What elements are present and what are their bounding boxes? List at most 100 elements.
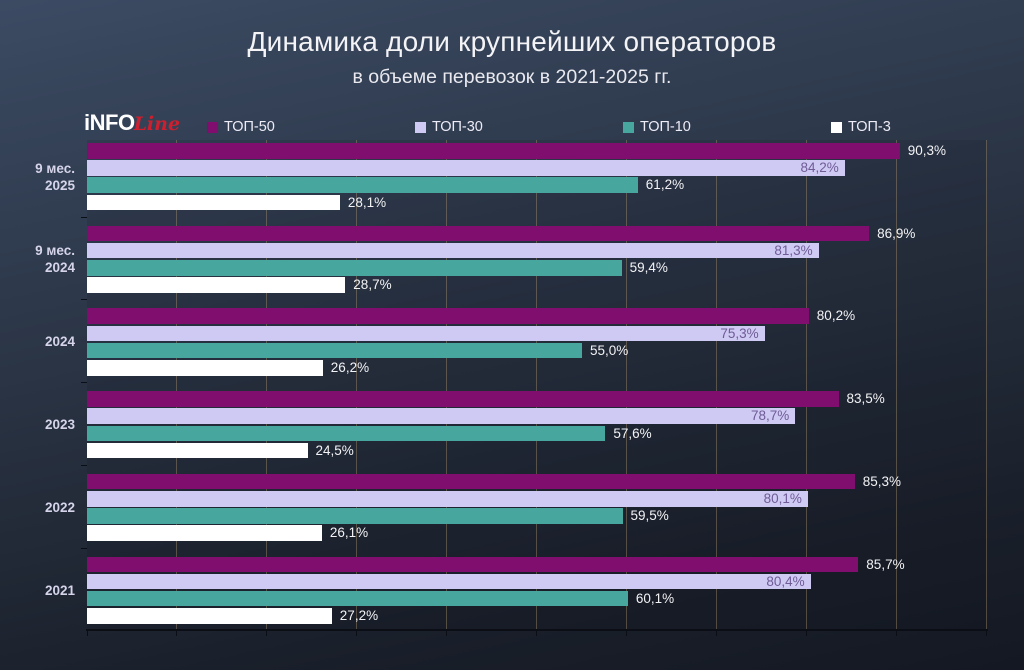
bar-value-label: 80,1% [763,491,802,506]
bar-value-label: 80,4% [766,573,805,589]
gridline-10 [176,140,177,630]
bar-value-label: 90,3% [907,143,946,158]
bar-ТОП-50-9 мес. 2025 [87,143,900,159]
gridline-30 [356,140,357,630]
legend-marker-top30-icon [415,121,426,133]
gridline-20 [266,140,267,630]
y-axis-tick [81,548,87,549]
bar-ТОП-3-2023 [87,442,308,459]
bar-value-label: 26,1% [329,525,369,541]
x-axis-tick [806,631,807,636]
legend-item-top50: ТОП-50 [207,119,275,135]
bar-ТОП-10-2023 [87,425,606,441]
bar-ТОП-3-2022 [87,525,322,541]
bar-ТОП-3-2021 [87,608,332,624]
bar-ТОП-10-2021 [87,590,628,607]
gridline-90 [896,140,897,630]
chart-subtitle: в объеме перевозок в 2021-2025 гг. [352,66,672,88]
legend-item-top3: ТОП-3 [831,119,891,135]
logo-text-info: iNFO [84,110,135,135]
legend-label-top3: ТОП-3 [848,119,891,135]
x-axis-tick [896,631,897,636]
legend-item-top30: ТОП-30 [415,119,483,135]
infoline-logo: iNFOLine [84,110,180,136]
bar-value-label: 26,2% [330,360,370,375]
x-axis-tick [356,631,357,636]
bar-ТОП-50-2024 [87,308,809,324]
x-axis-tick [266,631,267,636]
bar-value-label: 83,5% [846,391,885,407]
bar-value-label: 57,6% [613,425,652,441]
gridline-100 [986,140,987,630]
y-axis-tick [81,217,87,218]
bar-ТОП-10-9 мес. 2025 [87,177,638,193]
plot-area: 90,3% 84,2% 61,2% 28,1% 86,9% 81,3% 59,4% 28,7%… [81,140,988,636]
gridline-40 [446,140,447,630]
bar-value-label: 75,3% [720,325,759,341]
y-axis-tick [81,465,87,466]
bar-value-label: 55,0% [590,342,629,358]
bar-ТОП-30-9 мес. 2025 [87,160,845,176]
category-label-9 мес. 2024: 9 мес. 2024 [35,243,75,275]
bar-ТОП-30-2024 [87,325,765,342]
bar-value-label: 27,2% [339,608,379,624]
bar-ТОП-50-2021 [87,556,859,572]
gridline-60 [626,140,627,630]
legend-marker-top10-icon [623,121,634,133]
gridline-70 [716,140,717,630]
bar-value-label: 59,5% [630,508,669,524]
bar-value-label: 60,1% [635,590,675,606]
bar-ТОП-30-2021 [87,573,811,590]
bar-value-label: 85,3% [862,473,901,489]
bar-value-label: 61,2% [645,177,685,193]
legend-item-top10: ТОП-10 [623,119,691,135]
bar-value-label: 28,7% [353,277,392,293]
logo-text-line: Line [133,113,181,135]
x-axis-tick [87,631,88,636]
y-axis-tick [81,382,87,383]
x-axis-tick [176,631,177,636]
x-axis-tick [446,631,447,636]
bar-ТОП-10-9 мес. 2024 [87,260,622,276]
category-label-2022: 2022 [44,500,75,515]
category-label-2021: 2021 [44,583,75,598]
bar-value-label: 24,5% [315,442,354,458]
bar-value-label: 86,9% [877,225,916,241]
legend-marker-top50-icon [207,121,218,133]
bar-ТОП-10-2024 [87,342,582,359]
bar-ТОП-50-2023 [87,391,839,407]
x-axis-tick [536,631,537,636]
legend-label-top50: ТОП-50 [224,119,275,135]
chart-title: Динамика доли крупнейших операторов [247,26,777,57]
category-label-2023: 2023 [44,417,75,432]
bar-value-label: 84,2% [800,160,839,176]
bar-value-label: 80,2% [816,308,856,324]
category-label-2024: 2024 [44,334,75,349]
bar-value-label: 28,1% [347,194,387,210]
gridline-80 [806,140,807,630]
bar-ТОП-3-9 мес. 2025 [87,194,340,211]
bar-ТОП-3-9 мес. 2024 [87,277,346,293]
legend-label-top30: ТОП-30 [432,119,483,135]
bar-ТОП-50-2022 [87,473,855,490]
gridline-50 [536,140,537,630]
bar-value-label: 59,4% [629,260,668,276]
bar-ТОП-30-2022 [87,491,808,507]
x-axis-tick [716,631,717,636]
bar-ТОП-3-2024 [87,360,323,376]
bar-value-label: 78,7% [751,408,790,424]
bar-value-label: 81,3% [774,242,813,258]
legend-marker-top3-icon [831,121,842,133]
bar-value-label: 85,7% [866,556,905,572]
bar-ТОП-10-2022 [87,508,623,524]
x-axis-tick [626,631,627,636]
bar-ТОП-30-9 мес. 2024 [87,242,819,259]
x-axis-line [86,629,988,631]
bar-ТОП-50-9 мес. 2024 [87,225,870,242]
legend-label-top10: ТОП-10 [640,119,691,135]
category-label-9 мес. 2025: 9 мес. 2025 [35,161,75,193]
bar-ТОП-30-2023 [87,408,796,424]
y-axis-tick [81,299,87,300]
x-axis-tick [986,631,987,636]
